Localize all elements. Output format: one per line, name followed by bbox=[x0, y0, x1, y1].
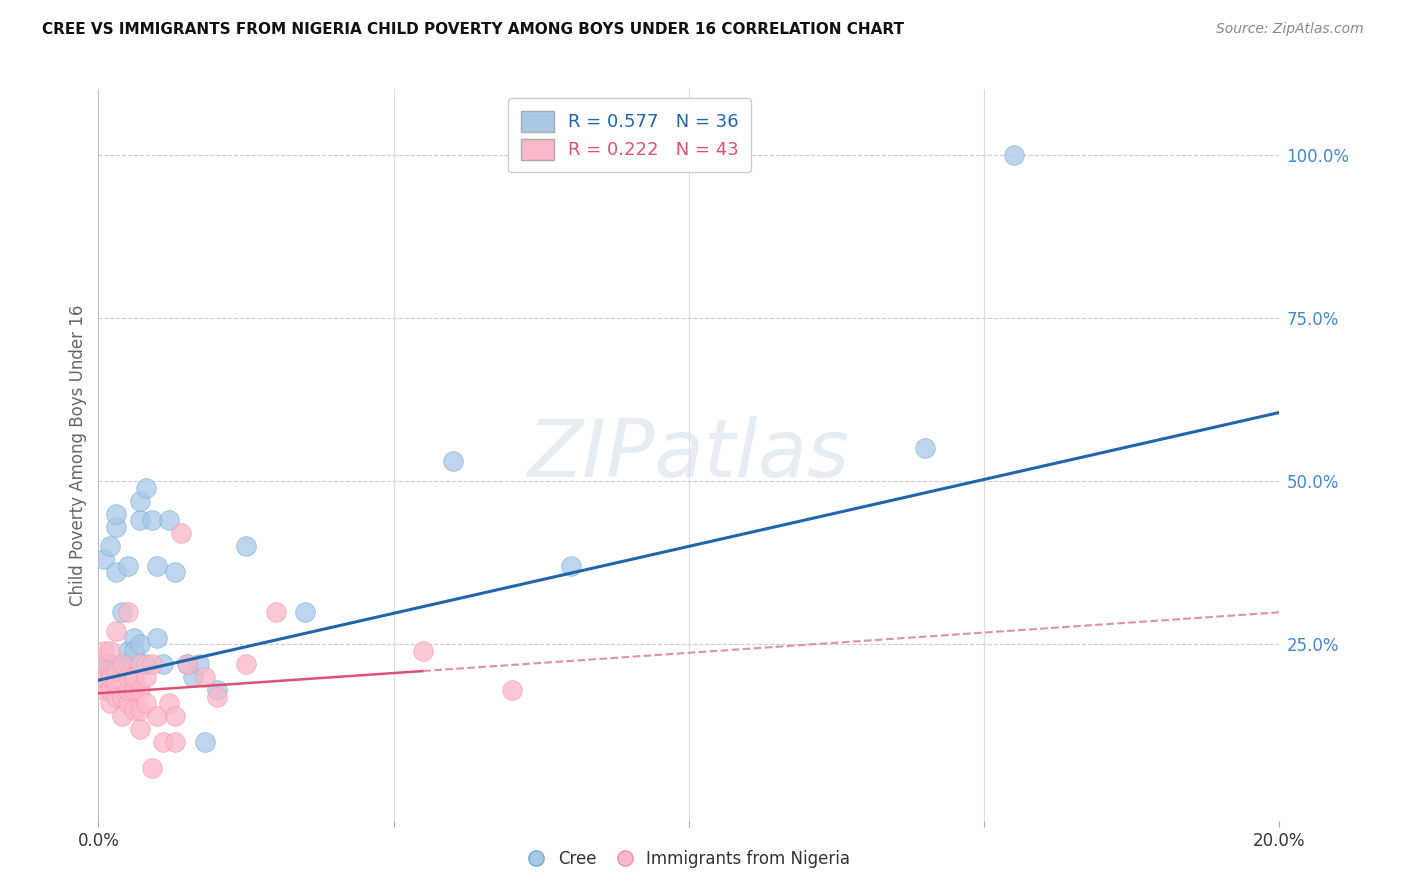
Point bbox=[111, 690, 134, 704]
Point bbox=[117, 696, 139, 710]
Point bbox=[146, 631, 169, 645]
Point bbox=[135, 696, 157, 710]
Point bbox=[152, 735, 174, 749]
Point bbox=[165, 566, 187, 580]
Point bbox=[152, 657, 174, 671]
Point bbox=[128, 683, 150, 698]
Text: CREE VS IMMIGRANTS FROM NIGERIA CHILD POVERTY AMONG BOYS UNDER 16 CORRELATION CH: CREE VS IMMIGRANTS FROM NIGERIA CHILD PO… bbox=[42, 22, 904, 37]
Point bbox=[105, 520, 128, 534]
Point bbox=[235, 657, 257, 671]
Point bbox=[146, 709, 169, 723]
Point bbox=[170, 526, 193, 541]
Point bbox=[98, 657, 121, 671]
Point bbox=[98, 539, 121, 553]
Point bbox=[194, 670, 217, 684]
Point bbox=[93, 670, 115, 684]
Point bbox=[98, 696, 121, 710]
Point bbox=[441, 454, 464, 468]
Point bbox=[165, 709, 187, 723]
Point bbox=[235, 539, 257, 553]
Point bbox=[560, 558, 582, 573]
Point bbox=[117, 683, 139, 698]
Point bbox=[501, 683, 523, 698]
Point bbox=[105, 624, 128, 639]
Point bbox=[128, 657, 150, 671]
Point bbox=[105, 566, 128, 580]
Point bbox=[122, 631, 145, 645]
Point bbox=[111, 657, 134, 671]
Y-axis label: Child Poverty Among Boys Under 16: Child Poverty Among Boys Under 16 bbox=[69, 304, 87, 606]
Point bbox=[165, 735, 187, 749]
Point bbox=[111, 605, 134, 619]
Point bbox=[117, 558, 139, 573]
Point bbox=[122, 683, 145, 698]
Point bbox=[98, 670, 121, 684]
Point bbox=[117, 657, 139, 671]
Point bbox=[98, 683, 121, 698]
Point bbox=[93, 644, 115, 658]
Point bbox=[1002, 147, 1025, 161]
Point bbox=[264, 605, 287, 619]
Point bbox=[135, 657, 157, 671]
Text: ZIPatlas: ZIPatlas bbox=[527, 416, 851, 494]
Point bbox=[98, 644, 121, 658]
Point bbox=[128, 637, 150, 651]
Point bbox=[194, 735, 217, 749]
Point bbox=[294, 605, 316, 619]
Point bbox=[122, 703, 145, 717]
Point bbox=[176, 657, 198, 671]
Point bbox=[105, 676, 128, 690]
Point bbox=[135, 670, 157, 684]
Point bbox=[122, 644, 145, 658]
Point bbox=[117, 670, 139, 684]
Point bbox=[141, 761, 163, 775]
Point bbox=[117, 605, 139, 619]
Legend: Cree, Immigrants from Nigeria: Cree, Immigrants from Nigeria bbox=[522, 843, 856, 874]
Point bbox=[93, 657, 115, 671]
Point bbox=[128, 493, 150, 508]
Point bbox=[181, 670, 204, 684]
Point bbox=[176, 657, 198, 671]
Point bbox=[105, 664, 128, 678]
Point bbox=[111, 657, 134, 671]
Point bbox=[111, 709, 134, 723]
Point bbox=[128, 723, 150, 737]
Point bbox=[914, 442, 936, 456]
Point bbox=[128, 703, 150, 717]
Point bbox=[157, 513, 180, 527]
Point bbox=[93, 552, 115, 566]
Point bbox=[141, 657, 163, 671]
Point bbox=[122, 670, 145, 684]
Point bbox=[128, 513, 150, 527]
Point bbox=[105, 507, 128, 521]
Point bbox=[105, 690, 128, 704]
Point bbox=[135, 481, 157, 495]
Point bbox=[412, 644, 434, 658]
Point bbox=[146, 558, 169, 573]
Point bbox=[187, 657, 209, 671]
Point bbox=[93, 657, 115, 671]
Point bbox=[205, 690, 228, 704]
Point bbox=[117, 644, 139, 658]
Point bbox=[157, 696, 180, 710]
Point bbox=[93, 683, 115, 698]
Point bbox=[141, 513, 163, 527]
Point bbox=[205, 683, 228, 698]
Text: Source: ZipAtlas.com: Source: ZipAtlas.com bbox=[1216, 22, 1364, 37]
